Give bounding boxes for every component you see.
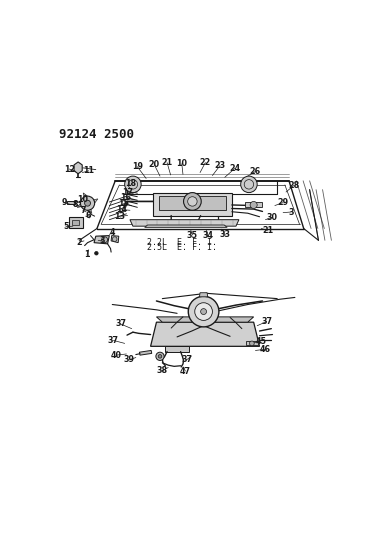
- Text: 14: 14: [116, 205, 127, 214]
- Text: 33: 33: [220, 230, 231, 239]
- Polygon shape: [111, 236, 119, 243]
- Polygon shape: [153, 192, 232, 215]
- Text: 34: 34: [202, 231, 213, 240]
- Text: 20: 20: [149, 160, 160, 169]
- Circle shape: [241, 176, 257, 192]
- Text: 3: 3: [288, 207, 293, 216]
- Text: 21: 21: [262, 226, 273, 235]
- Polygon shape: [159, 196, 226, 210]
- Text: 5: 5: [63, 222, 68, 231]
- Circle shape: [195, 303, 212, 320]
- Text: 22: 22: [200, 158, 211, 167]
- Polygon shape: [77, 203, 81, 207]
- Text: 10: 10: [78, 195, 88, 204]
- Circle shape: [201, 309, 207, 314]
- Text: 9: 9: [61, 198, 67, 207]
- Circle shape: [125, 176, 141, 192]
- Text: 6: 6: [86, 211, 92, 220]
- Text: 45: 45: [255, 336, 266, 345]
- Polygon shape: [74, 162, 82, 174]
- Text: 23: 23: [215, 161, 226, 170]
- Polygon shape: [200, 293, 208, 297]
- Text: 2.5L  E. F. I.: 2.5L E. F. I.: [147, 243, 217, 252]
- Circle shape: [102, 237, 108, 243]
- Text: 15: 15: [118, 199, 129, 208]
- Circle shape: [158, 354, 162, 358]
- Text: 37: 37: [115, 319, 126, 328]
- Polygon shape: [139, 350, 152, 355]
- Polygon shape: [150, 322, 260, 346]
- Text: 29: 29: [277, 198, 289, 207]
- Circle shape: [188, 296, 219, 327]
- Text: 92124 2500: 92124 2500: [59, 128, 134, 141]
- Text: 35: 35: [187, 230, 198, 239]
- Text: 28: 28: [288, 181, 299, 190]
- Polygon shape: [157, 317, 253, 322]
- Circle shape: [81, 196, 95, 210]
- Text: 24: 24: [229, 164, 241, 173]
- Text: 4: 4: [110, 228, 116, 237]
- Polygon shape: [165, 346, 189, 352]
- Text: 46: 46: [260, 345, 271, 354]
- Polygon shape: [94, 236, 109, 244]
- Text: 18: 18: [125, 179, 136, 188]
- Polygon shape: [69, 217, 83, 228]
- Text: 8: 8: [73, 200, 79, 209]
- Polygon shape: [145, 225, 227, 228]
- Text: 1: 1: [84, 250, 90, 259]
- Text: 3: 3: [100, 237, 105, 245]
- Text: 2: 2: [76, 238, 82, 247]
- Text: 19: 19: [132, 162, 143, 171]
- Polygon shape: [130, 220, 239, 226]
- Text: 37: 37: [181, 356, 192, 365]
- Circle shape: [95, 252, 98, 255]
- Polygon shape: [94, 199, 98, 203]
- Text: 11: 11: [83, 166, 94, 175]
- Text: 38: 38: [157, 366, 168, 375]
- Polygon shape: [246, 341, 258, 344]
- Text: 37: 37: [108, 336, 119, 345]
- Text: 13: 13: [114, 212, 125, 221]
- Text: 10: 10: [176, 159, 187, 168]
- Text: 16: 16: [120, 193, 131, 203]
- Text: 2.2L  E. F. I.: 2.2L E. F. I.: [147, 238, 217, 247]
- Text: 39: 39: [124, 356, 135, 365]
- Text: 40: 40: [110, 351, 121, 360]
- Text: 21: 21: [162, 158, 173, 167]
- Text: 17: 17: [122, 188, 133, 197]
- Polygon shape: [72, 220, 79, 225]
- Text: 26: 26: [250, 167, 261, 176]
- Circle shape: [85, 200, 90, 206]
- Text: 7: 7: [80, 206, 86, 215]
- Text: 37: 37: [261, 317, 272, 326]
- Text: 47: 47: [180, 367, 191, 376]
- Polygon shape: [245, 202, 263, 207]
- Circle shape: [156, 352, 164, 360]
- Polygon shape: [67, 201, 74, 204]
- Circle shape: [250, 201, 257, 208]
- Text: 12: 12: [64, 165, 75, 174]
- Circle shape: [188, 197, 197, 206]
- Polygon shape: [83, 193, 87, 197]
- Circle shape: [112, 237, 117, 241]
- Text: 30: 30: [266, 213, 277, 222]
- Circle shape: [184, 192, 201, 210]
- Circle shape: [250, 341, 254, 346]
- Polygon shape: [87, 209, 92, 214]
